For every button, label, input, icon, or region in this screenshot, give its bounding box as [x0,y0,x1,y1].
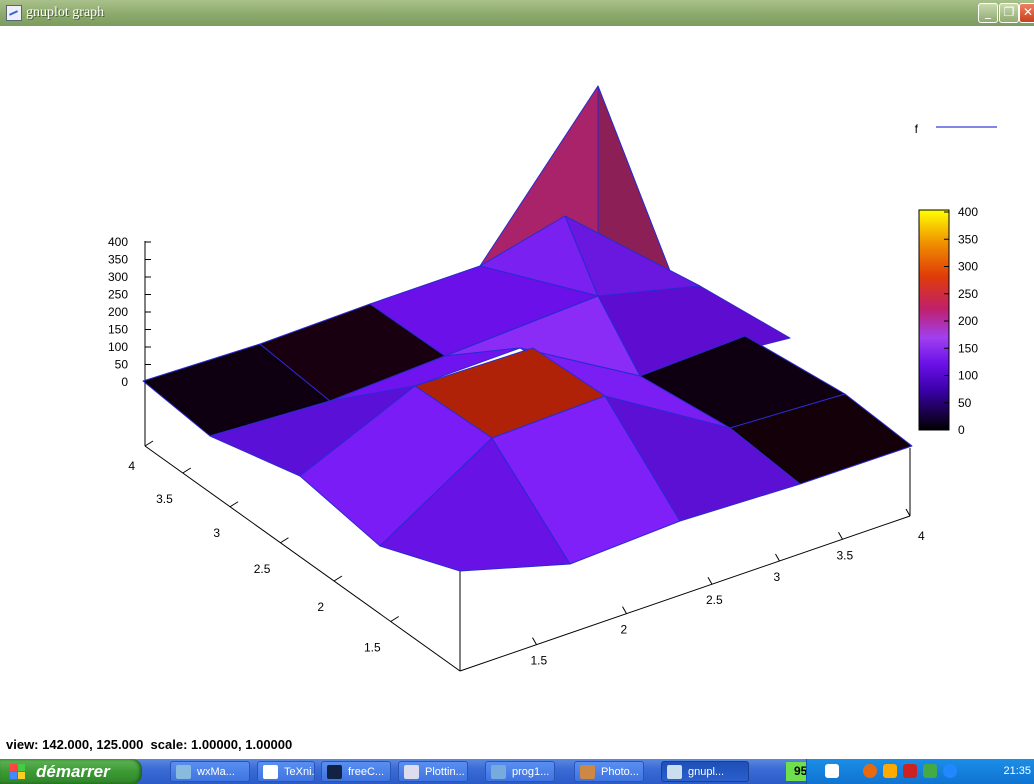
window-title: gnuplot graph [26,5,105,20]
colorbox-tick-label: 50 [958,396,972,410]
x-tick-mark [707,576,713,585]
x-tick-mark [532,637,537,645]
x-tick-label: 4 [918,529,925,543]
colorbox-tick-label: 0 [958,423,965,437]
app-icon [580,765,595,779]
app-icon [176,765,191,779]
x-axis-ticks: 1.5 2 2.5 3 3.5 4 [531,508,925,668]
taskbar-button-label: wxMa... [197,766,235,778]
colorbox-tick-label: 300 [958,260,978,274]
taskbar-button[interactable]: gnupl... [661,761,749,782]
z-tick-label: 300 [108,270,128,284]
color-gradient [918,209,950,431]
windows-flag-icon [10,764,26,779]
tray-monitor-icon[interactable] [923,764,937,778]
taskbar-button-label: gnupl... [688,766,725,778]
x-tick-label: 3.5 [837,548,854,562]
z-tick-label: 200 [108,305,128,319]
z-tick-label: 350 [108,253,128,267]
taskbar-button[interactable]: prog1... [485,761,555,782]
y-tick-mark [390,616,399,622]
y-tick-label: 2.5 [254,562,271,576]
colorbox-tick-label: 250 [958,287,978,301]
y-tick-mark [144,440,154,447]
z-tick-label: 150 [108,323,128,337]
taskbar-button[interactable]: wxMa... [170,761,250,782]
colorbox-tick-label: 400 [958,205,978,219]
x-tick-label: 3 [774,570,781,584]
y-tick-label: 1.5 [364,641,381,655]
y-tick-label: 3.5 [156,492,173,506]
taskbar-button[interactable]: Photo... [574,761,644,782]
legend-label-f: f [915,122,919,136]
taskbar-button-label: freeC... [348,766,385,778]
x-tick-mark [775,553,780,562]
maximize-button[interactable]: ❐ [999,3,1019,23]
front-right-face [604,395,801,522]
y-tick-label: 2 [317,600,324,614]
app-icon [491,765,506,779]
status-line: view: 142.000, 125.000 scale: 1.00000, 1… [6,737,293,752]
taskbar-button-label: TeXni... [284,766,315,778]
y-tick-label: 3 [213,526,220,540]
x-tick-mark [905,508,911,517]
taskbar-button[interactable]: Plottin... [398,761,468,782]
x-tick-mark [838,532,843,540]
app-icon [404,765,419,779]
z-tick-label: 400 [108,235,128,249]
colorbox-tick-label: 100 [958,369,978,383]
plot-box [144,241,911,672]
legend: f [915,122,997,136]
tray-app-icon[interactable] [883,764,897,778]
x-tick-label: 2.5 [706,593,723,607]
taskbar-button-label: Plottin... [425,766,465,778]
firefox-icon[interactable] [863,764,877,778]
system-tray: 21:35 [806,759,1034,784]
colorbox-tick-label: 350 [958,232,978,246]
title-bar[interactable]: gnuplot graph _ ❐ ✕ [0,0,1034,26]
taskbar-button-label: prog1... [512,766,550,778]
z-tick-label: 50 [115,358,129,372]
app-icon [327,765,342,779]
colorbox-tick-label: 150 [958,341,978,355]
close-button[interactable]: ✕ [1019,3,1034,23]
box-edge-left [144,445,461,672]
zonealarm-icon[interactable] [903,764,917,778]
minimize-button[interactable]: _ [978,3,998,23]
y-tick-mark [280,537,289,544]
box-edge-right [459,515,911,672]
clock: 21:35 [1003,765,1031,777]
z-tick-label: 250 [108,288,128,302]
colorbox-tick-label: 200 [958,314,978,328]
x-tick-mark [622,606,627,614]
gnuplot-app-icon[interactable] [6,5,22,21]
y-axis-ticks: 1.5 2 2.5 3 3.5 4 [128,440,399,655]
start-label: démarrer [36,762,110,781]
taskbar-button[interactable]: TeXni... [257,761,315,782]
surface [142,85,913,572]
color-box: 400 350 300 250 200 150 100 50 0 [918,205,978,437]
y-tick-label: 4 [128,459,135,473]
taskbar: démarrer wxMa... TeXni... freeC... Plottin.… [0,759,1034,784]
app-icon [263,765,278,779]
y-tick-mark [229,501,239,508]
taskbar-button-label: Photo... [601,766,639,778]
taskbar-button[interactable]: freeC... [321,761,391,782]
z-tick-label: 0 [121,375,128,389]
z-axis: 400 350 300 250 200 150 100 50 0 [108,235,151,389]
help-icon[interactable] [943,764,957,778]
start-button[interactable]: démarrer [0,759,142,784]
z-tick-label: 100 [108,340,128,354]
x-tick-label: 2 [621,623,628,637]
app-icon [667,765,682,779]
y-tick-mark [182,467,192,474]
x-tick-label: 1.5 [531,654,548,668]
network-icon[interactable] [825,764,839,778]
y-tick-mark [333,575,343,582]
